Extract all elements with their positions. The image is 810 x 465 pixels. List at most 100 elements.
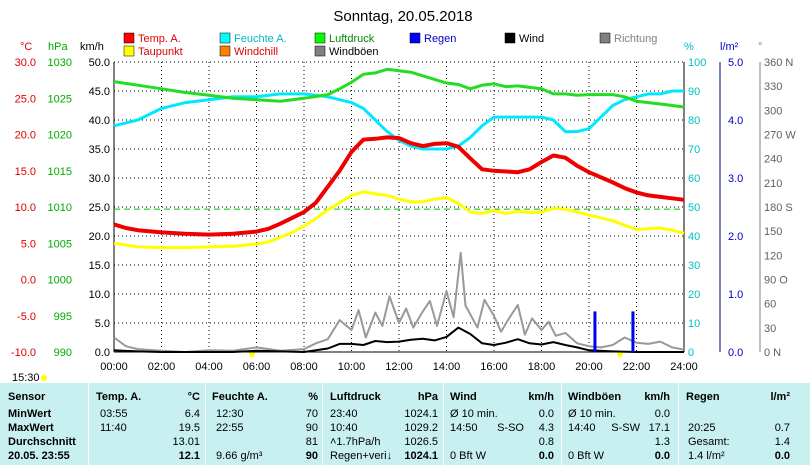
row-press-time: Regen+veri↓: [330, 450, 393, 462]
tick-label-x: 16:00: [480, 361, 508, 373]
tick-label-humidity: 20: [688, 289, 700, 301]
tick-label-humidity: 70: [688, 144, 700, 156]
tick-label-humidity: 60: [688, 173, 700, 185]
tick-label-humidity: 90: [688, 86, 700, 98]
tick-label-pressure: 1030: [48, 57, 72, 69]
tick-label-direction: 270 W: [764, 130, 796, 142]
tick-label-temp: 20.0: [15, 130, 36, 142]
tick-label-direction: 90 O: [764, 275, 788, 287]
header-sensor: Sensor: [8, 391, 46, 403]
tick-label-pressure: 1010: [48, 202, 72, 214]
row-temp-time: 11:40: [100, 422, 127, 434]
row-wind-time: Ø 10 min.: [450, 408, 498, 420]
row-rain-value: 1.4: [774, 436, 790, 448]
row-wind-dir: S-SO: [497, 422, 524, 434]
row-wind-time: 0 Bft W: [450, 450, 487, 462]
header-hum: Feuchte A.: [212, 391, 268, 403]
tick-label-rain: 2.0: [728, 231, 743, 243]
table-divider: [322, 383, 323, 465]
tick-label-pressure: 995: [54, 311, 72, 323]
legend-label: Luftdruck: [329, 33, 375, 45]
tick-label-rain: 5.0: [728, 57, 743, 69]
legend-label: Windchill: [234, 46, 278, 58]
row-label: Durchschnitt: [8, 436, 76, 448]
extra-time-label: 15:30: [12, 372, 40, 383]
row-rain-value: 0.7: [774, 422, 790, 434]
tick-label-pressure: 1005: [48, 238, 72, 250]
tick-label-wind: 15.0: [89, 260, 110, 272]
header-gust: Windböen: [568, 391, 622, 403]
axis-unit-pressure: hPa: [48, 41, 68, 53]
tick-label-x: 04:00: [195, 361, 223, 373]
row-temp-value: 13.01: [172, 436, 200, 448]
series-line-temp-a-: [113, 135, 685, 237]
tick-label-humidity: 10: [688, 318, 700, 330]
sun-marker: [41, 375, 47, 381]
weather-chart: Sonntag, 20.05.2018 Temp. A. Feuchte A. Lu…: [11, 8, 796, 383]
header-temp-unit: °C: [187, 391, 200, 403]
tick-label-direction: 30: [764, 323, 776, 335]
series-line-feuchte-a-: [113, 89, 684, 151]
row-temp-value: 6.4: [184, 408, 200, 420]
header-temp: Temp. A.: [96, 391, 142, 403]
tick-label-temp: -10.0: [11, 347, 36, 359]
row-temp-value: 12.1: [178, 450, 200, 462]
row-hum-time: 9.66 g/m³: [216, 450, 263, 462]
tick-label-wind: 45.0: [89, 86, 110, 98]
tick-label-direction: 240: [764, 154, 782, 166]
row-gust-time: Ø 10 min.: [568, 408, 616, 420]
legend-swatch: [314, 32, 326, 44]
legend-swatch: [219, 32, 231, 44]
legend-label: Feuchte A.: [234, 33, 287, 45]
tick-label-x: 12:00: [385, 361, 413, 373]
legend-label: Regen: [424, 33, 456, 45]
legend-swatch: [504, 32, 516, 44]
header-wind-unit: km/h: [528, 391, 554, 403]
row-hum-value: 90: [305, 422, 318, 434]
legend-swatch: [123, 32, 135, 44]
row-wind-time: 14:50: [450, 422, 478, 434]
row-wind-value: 0.8: [538, 436, 554, 448]
legend-swatch: [599, 32, 611, 44]
row-press-value: 1024.1: [404, 450, 438, 462]
tick-label-x: 08:00: [290, 361, 318, 373]
row-hum-time: 12:30: [216, 408, 244, 420]
chart-title: Sonntag, 20.05.2018: [333, 8, 472, 25]
row-label: MinWert: [8, 408, 52, 420]
rain-bar: [593, 311, 597, 352]
tick-label-pressure: 1025: [48, 93, 72, 105]
legend-label: Richtung: [614, 33, 657, 45]
tick-label-humidity: 40: [688, 231, 700, 243]
row-press-time: 23:40: [330, 408, 358, 420]
tick-label-humidity: 0: [688, 347, 694, 359]
tick-label-direction: 180 S: [764, 202, 793, 214]
row-temp-time: 03:55: [100, 408, 128, 420]
table-divider: [561, 383, 562, 465]
table-divider: [88, 383, 89, 465]
series-line-windb-en: [113, 251, 685, 353]
row-hum-value: 81: [305, 436, 318, 448]
table-divider: [678, 383, 679, 465]
axis-unit-direction: °: [758, 41, 762, 53]
stats-table: Sensor Temp. A. °C Feuchte A.% Luftdruck hPa W…: [0, 383, 810, 465]
tick-label-wind: 50.0: [89, 57, 110, 69]
tick-label-direction: 60: [764, 299, 776, 311]
tick-label-wind: 25.0: [89, 202, 110, 214]
tick-label-humidity: 100: [688, 57, 706, 69]
axis-unit-humidity: %: [684, 41, 694, 53]
row-wind-value: 0.0: [538, 408, 554, 420]
tick-label-rain: 0.0: [728, 347, 743, 359]
tick-label-x: 10:00: [338, 361, 366, 373]
tick-label-rain: 1.0: [728, 289, 743, 301]
row-gust-value: 17.1: [648, 422, 670, 434]
tick-label-temp: 15.0: [15, 166, 36, 178]
row-press-value: 1029.2: [404, 422, 438, 434]
legend-label: Taupunkt: [138, 46, 183, 58]
tick-label-wind: 5.0: [95, 318, 110, 330]
row-rain-value: 0.0: [774, 450, 790, 462]
tick-label-temp: 25.0: [15, 93, 36, 105]
tick-label-wind: 10.0: [89, 289, 110, 301]
row-hum-time: 22:55: [216, 422, 244, 434]
row-gust-time: 14:40: [568, 422, 596, 434]
tick-label-pressure: 990: [54, 347, 72, 359]
